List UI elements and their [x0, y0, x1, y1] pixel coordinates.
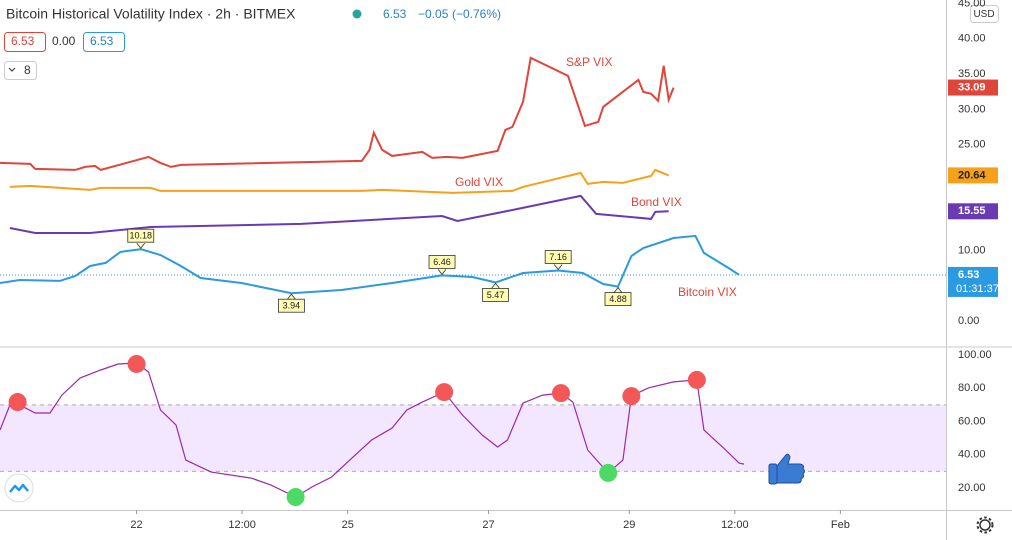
legend-value: 0.00 [52, 34, 76, 48]
currency[interactable]: USD [973, 9, 994, 20]
x-tick-label: Feb [831, 519, 850, 531]
signal-marker [127, 354, 146, 373]
x-tick-label: 25 [342, 519, 354, 531]
label-pointer [613, 286, 623, 293]
y-tick-label: 40.00 [958, 449, 986, 461]
price-tag [948, 79, 998, 96]
y-tick-label: 40.00 [958, 33, 986, 45]
y-tick-label: 10.00 [958, 244, 986, 256]
price-tag [948, 167, 998, 184]
label-pointer [136, 242, 146, 249]
x-tick-label: 22 [130, 519, 142, 531]
status-dot [352, 9, 362, 19]
price-tag [948, 203, 998, 220]
interval-box[interactable] [4, 61, 37, 80]
series-label: S&P VIX [566, 55, 612, 69]
oscillator-line [0, 362, 745, 498]
signal-marker [551, 384, 570, 403]
y-tick-label: 100.00 [958, 349, 992, 361]
label-pointer [437, 269, 447, 276]
label-pointer [553, 264, 563, 271]
x-tick-label: 12:00 [721, 519, 749, 531]
y-tick-label: 45.00 [958, 0, 986, 9]
value-label: 6.46 [433, 257, 451, 267]
series-line [9, 168, 670, 194]
y-tick-label: 30.00 [958, 103, 986, 115]
interval[interactable]: 8 [24, 63, 31, 77]
series-line [0, 56, 675, 171]
signal-marker [622, 387, 641, 406]
x-tick-label: 29 [623, 519, 635, 531]
x-tick-label: 27 [482, 519, 494, 531]
price-tag-value: 20.64 [958, 169, 986, 181]
legend-value: 6.53 [11, 34, 35, 48]
series-line [9, 194, 669, 234]
signal-marker [599, 463, 618, 482]
header-change-pct: (−0.76%) [452, 7, 501, 21]
y-tick-label: 0.00 [958, 315, 979, 327]
series-line [0, 234, 740, 295]
band [0, 404, 946, 472]
legend-box [83, 32, 125, 52]
value-label-box [428, 255, 456, 269]
y-tick-label: 20.00 [958, 482, 986, 494]
y-tick-label: 25.00 [958, 139, 986, 151]
label-pointer [287, 293, 296, 300]
value-label: 10.18 [130, 231, 153, 241]
header-change: −0.05 [418, 7, 449, 21]
label-pointer [491, 282, 500, 289]
thumb-icon [768, 453, 805, 485]
chevron [8, 67, 16, 72]
series-label: Bitcoin VIX [678, 285, 737, 299]
chart-title: Bitcoin Historical Volatility Index · 2h… [6, 6, 296, 22]
value-label: 7.16 [549, 252, 567, 262]
signal-marker [286, 488, 305, 507]
y-tick-label: 35.00 [958, 68, 986, 80]
legend-value: 6.53 [90, 34, 114, 48]
signal-marker [8, 393, 27, 412]
signal-marker [687, 370, 706, 389]
signal-marker [435, 383, 454, 402]
price-tag-value: 33.09 [958, 81, 986, 93]
logo[interactable] [4, 473, 34, 503]
header-value: 6.53 [383, 7, 407, 21]
value-label-box [278, 298, 305, 313]
legend-box [4, 32, 46, 52]
series-label: Gold VIX [455, 175, 503, 189]
countdown: 01:31:37 [956, 283, 999, 295]
price-tag [948, 266, 998, 297]
value-label-box [482, 288, 509, 302]
y-tick-label: 60.00 [958, 415, 986, 427]
value-label: 3.94 [283, 301, 301, 311]
value-label-box [127, 228, 155, 243]
value-label-box [544, 250, 572, 264]
price-tag-value: 15.55 [958, 205, 986, 217]
x-tick-label: 12:00 [228, 519, 256, 531]
y-tick-label: 80.00 [958, 382, 986, 394]
currency-box[interactable] [970, 5, 999, 23]
value-label-box [604, 292, 632, 306]
value-label: 5.47 [487, 290, 505, 300]
value-label: 4.88 [609, 294, 627, 304]
settings-gear[interactable] [976, 516, 994, 534]
series-label: Bond VIX [631, 195, 682, 209]
price-tag-value: 6.53 [958, 269, 979, 281]
